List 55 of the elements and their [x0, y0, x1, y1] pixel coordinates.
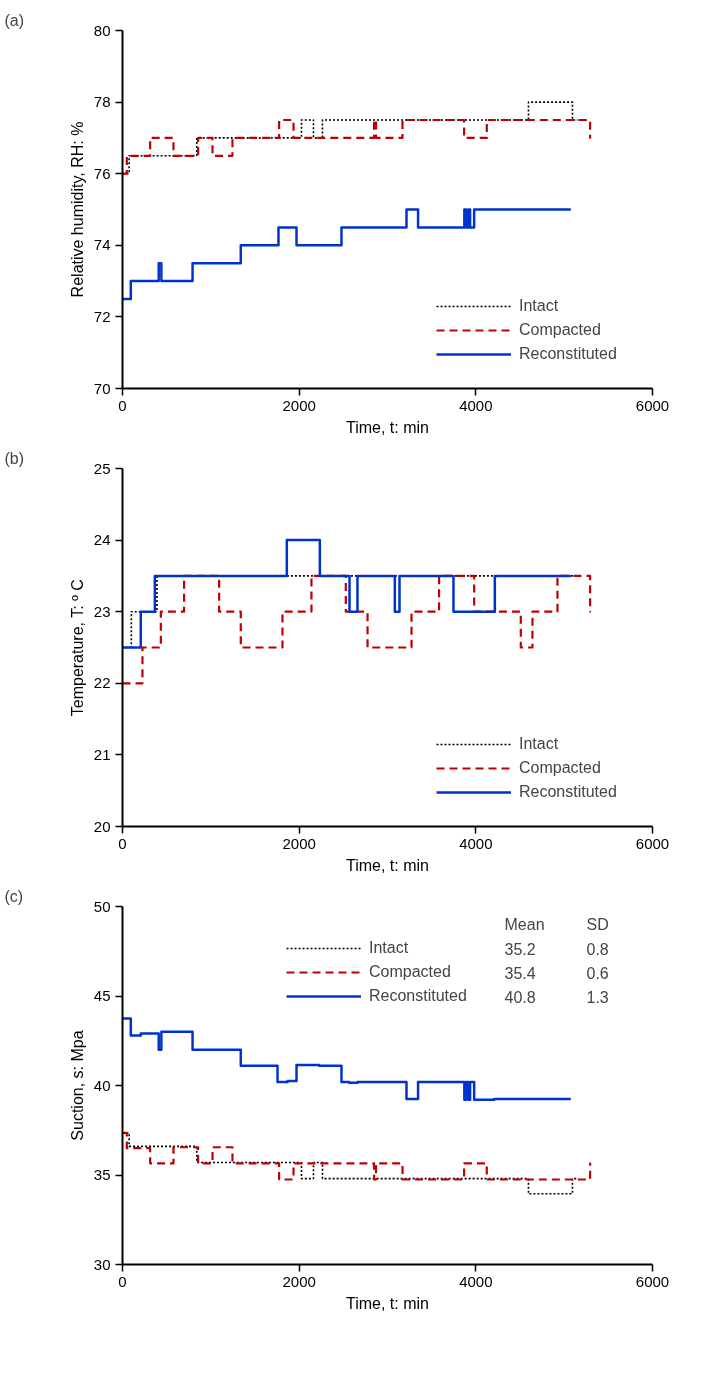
- y-tick-label: 72: [93, 307, 111, 325]
- y-tick-label: 25: [93, 459, 111, 477]
- annotation: 1.3: [586, 988, 609, 1006]
- x-tick-label: 6000: [635, 396, 670, 414]
- legend-label: Intact: [519, 296, 560, 316]
- y-tick-label: 20: [93, 817, 111, 835]
- x-tick-label: 6000: [635, 834, 670, 852]
- y-tick-label: 24: [93, 531, 111, 549]
- y-axis-title: Suction, s: Mpa: [68, 1030, 86, 1141]
- y-tick-label: 30: [93, 1255, 111, 1273]
- x-tick-label: 0: [118, 1272, 127, 1290]
- legend-label: Compacted: [519, 758, 602, 778]
- legend-label: Intact: [519, 734, 560, 754]
- y-tick-label: 78: [93, 93, 111, 111]
- x-axis-title: Time, t: min: [346, 1294, 429, 1312]
- annotation: 35.4: [504, 964, 536, 982]
- annotation: 0.6: [586, 964, 609, 982]
- annotation: SD: [586, 916, 609, 933]
- legend-label: Compacted: [369, 962, 452, 982]
- legend-label: Intact: [369, 938, 410, 958]
- annotation: 0.8: [586, 940, 609, 958]
- chart-title: (b): [4, 449, 25, 467]
- x-tick-label: 0: [118, 396, 127, 414]
- y-tick-label: 70: [93, 379, 111, 397]
- x-tick-label: 2000: [282, 1272, 316, 1290]
- y-tick-label: 35: [93, 1166, 111, 1183]
- legend-label: Reconstituted: [519, 782, 618, 802]
- y-tick-label: 76: [93, 164, 111, 182]
- chart-title: (a): [4, 11, 25, 29]
- annotation: Mean: [504, 916, 545, 933]
- legend-label: Compacted: [519, 320, 602, 340]
- y-tick-label: 45: [93, 987, 111, 1004]
- x-tick-label: 2000: [282, 396, 316, 414]
- x-tick-label: 6000: [635, 1272, 670, 1290]
- y-axis-title: Temperature, T: º C: [68, 579, 86, 717]
- chart-title: (c): [4, 887, 24, 905]
- x-axis-title: Time, t: min: [346, 418, 429, 436]
- annotation: 35.2: [504, 940, 536, 958]
- y-tick-label: 50: [93, 897, 111, 915]
- x-tick-label: 4000: [459, 1272, 493, 1290]
- y-tick-label: 74: [93, 236, 111, 254]
- y-tick-label: 22: [93, 674, 111, 692]
- legend-label: Reconstituted: [369, 986, 468, 1006]
- y-tick-label: 80: [93, 21, 111, 39]
- x-axis-title: Time, t: min: [346, 856, 429, 874]
- x-tick-label: 2000: [282, 834, 316, 852]
- y-tick-label: 21: [93, 745, 111, 763]
- y-tick-label: 40: [93, 1076, 111, 1094]
- x-tick-label: 4000: [459, 396, 493, 414]
- legend-label: Reconstituted: [519, 344, 618, 364]
- y-axis-title: Relative humidity, RH: %: [68, 121, 86, 298]
- annotation: 40.8: [504, 988, 536, 1006]
- x-tick-label: 4000: [459, 834, 493, 852]
- x-tick-label: 0: [118, 834, 127, 852]
- y-tick-label: 23: [93, 602, 111, 620]
